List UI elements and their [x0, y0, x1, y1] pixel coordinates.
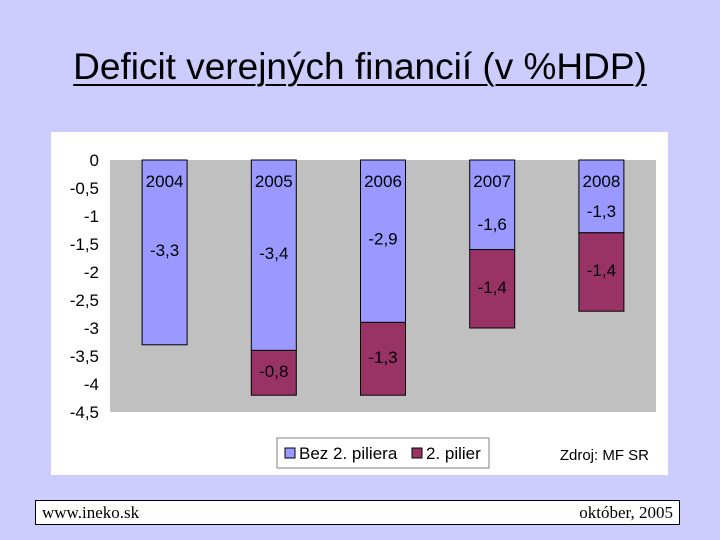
bar-value-label: -1,4	[478, 278, 507, 297]
category-labels: 2004 2005 2006 2007 2008	[146, 172, 621, 191]
bar-bez-2-piliera	[250, 159, 297, 351]
footer-bar: www.ineko.sk október, 2005	[35, 500, 680, 525]
bar-value-label: -1,3	[587, 202, 616, 221]
y-tick-label: -2	[84, 263, 99, 282]
bar-value-labels: -3,3 -3,4 -0,8 -2,9 -1,3 -1,6 -1,4 -1,3 -1,4	[150, 202, 616, 381]
bar-value-label: -3,3	[150, 241, 179, 260]
y-axis-tick-labels: 0 -0,5 -1 -1,5 -2 -2,5 -3 -3,5 -4 -4,5	[70, 151, 99, 422]
legend: Bez 2. piliera 2. pilier	[276, 437, 490, 469]
bar-2-pilier	[250, 349, 297, 396]
bar-value-label: -0,8	[259, 362, 288, 381]
y-tick-label: -4,5	[70, 403, 99, 422]
y-tick-label: -1	[84, 207, 99, 226]
deficit-chart: 0 -0,5 -1 -1,5 -2 -2,5 -3 -3,5 -4 -4,5 -3,3 -3,4 -0…	[70, 151, 656, 469]
footer-website: www.ineko.sk	[42, 503, 140, 522]
bar-2-pilier	[469, 249, 516, 329]
bars	[141, 159, 625, 396]
y-tick-label: -4	[84, 375, 99, 394]
source-note: Zdroj: MF SR	[560, 447, 649, 464]
legend-swatch	[284, 447, 296, 459]
legend-label: 2. pilier	[426, 444, 481, 463]
bar-2-pilier	[360, 321, 406, 396]
y-tick-label: -1,5	[70, 235, 99, 254]
legend-box	[276, 437, 490, 469]
bar-2-pilier	[578, 232, 625, 312]
y-tick-label: -0,5	[70, 179, 99, 198]
category-label: 2006	[364, 172, 402, 191]
legend-swatch	[411, 447, 423, 459]
category-label: 2007	[473, 172, 511, 191]
category-label: 2008	[582, 172, 620, 191]
legend-label: Bez 2. piliera	[299, 444, 398, 463]
bar-value-label: -2,9	[368, 229, 397, 248]
y-tick-label: 0	[90, 151, 99, 170]
slide-title: Deficit verejných financií (v %HDP)	[73, 46, 647, 87]
y-tick-label: -2,5	[70, 291, 99, 310]
bar-value-label: -3,4	[259, 244, 288, 263]
y-tick-label: -3	[84, 319, 99, 338]
category-label: 2004	[146, 172, 184, 191]
bar-bez-2-piliera	[578, 159, 625, 234]
bar-value-label: -1,4	[587, 261, 616, 280]
bar-bez-2-piliera	[141, 159, 188, 346]
chart-panel: 0 -0,5 -1 -1,5 -2 -2,5 -3 -3,5 -4 -4,5 -3,3 -3,4 -0…	[51, 132, 668, 475]
bar-value-label: -1,3	[368, 348, 397, 367]
y-tick-label: -3,5	[70, 347, 99, 366]
category-label: 2005	[255, 172, 293, 191]
bar-value-label: -1,6	[478, 215, 507, 234]
footer-date: október, 2005	[579, 503, 673, 522]
